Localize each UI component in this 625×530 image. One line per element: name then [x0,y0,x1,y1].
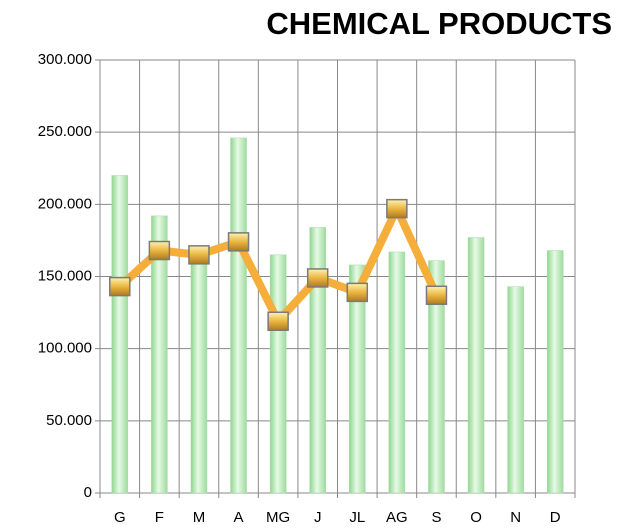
line-marker [227,232,250,252]
bar [269,254,287,494]
y-tick-label: 200.000 [38,195,92,212]
line-marker [109,276,131,297]
line-marker [346,282,369,303]
y-tick-label: 50.000 [46,412,92,429]
bar [151,215,168,494]
x-tick-label: D [550,509,561,526]
bar [467,237,485,494]
bar [388,251,406,494]
y-tick-label: 300.000 [38,51,92,68]
bar [428,260,445,494]
x-tick-label: AG [386,509,408,526]
bar [111,175,129,494]
x-tick-label: O [470,509,482,526]
x-tick-label: MG [266,509,290,526]
y-tick-label: 150.000 [38,267,92,284]
chart-title: CHEMICAL PRODUCTS [266,6,612,41]
y-tick-label: 250.000 [38,123,92,140]
bar [349,264,366,494]
x-tick-label: J [314,509,322,526]
y-tick-label: 100.000 [38,340,92,357]
line-marker [306,268,329,288]
bar [230,137,247,494]
line-marker [188,245,210,265]
x-tick-label: G [114,509,126,526]
bar [309,227,326,494]
x-tick-label: S [431,509,441,526]
bar [190,256,208,494]
line-marker [267,311,289,331]
x-tick-label: JL [349,509,365,526]
line-marker [386,198,408,219]
line-marker [425,285,448,306]
x-tick-label: N [510,509,521,526]
x-tick-label: M [193,509,206,526]
bar [507,286,524,494]
x-tick-label: F [155,509,164,526]
x-tick-label: A [234,509,244,526]
y-tick-label: 0 [84,484,92,501]
bar [546,250,564,494]
line-marker [148,240,171,261]
